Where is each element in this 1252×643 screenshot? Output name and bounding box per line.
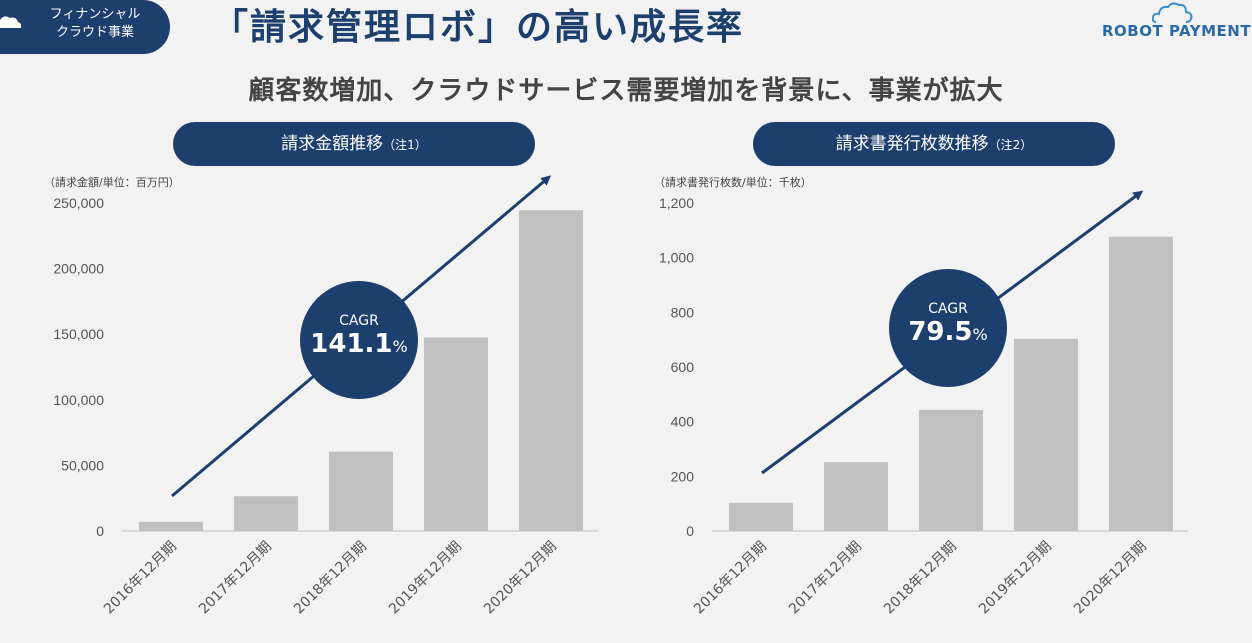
chart1-bar	[329, 451, 393, 531]
chart1-title-pill: 請求金額推移（注1）	[173, 122, 535, 166]
business-segment-tag: フィナンシャル クラウド事業	[0, 0, 170, 54]
chart1-cagr-bubble: CAGR 141.1%	[300, 281, 418, 399]
chart1-note: （注1）	[383, 138, 427, 152]
chart2-category-label: 2019年12月期	[976, 539, 1055, 618]
chart2-y-tick-label: 0	[686, 523, 694, 539]
cloud-icon	[0, 16, 22, 28]
page-subtitle: 顧客数増加、クラウドサービス需要増加を背景に、事業が拡大	[248, 76, 1004, 106]
chart2-bar	[919, 409, 983, 531]
chart2-y-tick-label: 1,200	[659, 195, 694, 211]
chart1-bar	[139, 521, 203, 531]
logo-text: ROBOT PAYMENT	[1102, 22, 1252, 40]
chart1-unit-label: （請求金額/単位：百万円）	[44, 176, 180, 189]
chart2-category-label: 2016年12月期	[691, 539, 770, 618]
chart2-cagr-bubble: CAGR 79.5%	[889, 269, 1007, 387]
chart2-unit-label: （請求書発行枚数/単位：千枚）	[654, 176, 812, 189]
chart1-category-label: 2016年12月期	[101, 539, 180, 618]
chart2-bar	[1014, 338, 1078, 531]
chart2-cagr-label: CAGR	[928, 301, 968, 317]
chart1-bar	[424, 337, 488, 531]
chart1-y-tick-label: 50,000	[61, 457, 104, 473]
chart2-category-label: 2020年12月期	[1071, 539, 1150, 618]
chart1-bar	[519, 210, 583, 531]
chart1-title: 請求金額推移	[281, 134, 384, 154]
chart2-category-label: 2017年12月期	[786, 539, 865, 618]
chart2-title: 請求書発行枚数推移	[835, 134, 989, 154]
chart2-plot: 0 200 400 600 800 1,000 1,200 2016年12月期 2017年12月…	[659, 195, 1188, 617]
chart2-y-tick-label: 800	[671, 304, 695, 320]
chart1-y-tick-label: 250,000	[53, 195, 104, 211]
tag-line-1: フィナンシャル	[49, 7, 141, 22]
chart1-cagr-label: CAGR	[339, 313, 379, 329]
chart1-cagr-value: 141.1	[310, 329, 393, 359]
chart1-category-label: 2018年12月期	[291, 539, 370, 618]
chart2-category-label: 2018年12月期	[881, 539, 960, 618]
chart2-y-tick-label: 600	[671, 359, 695, 375]
chart2-y-tick-label: 200	[671, 468, 695, 484]
chart1-y-tick-label: 0	[96, 523, 104, 539]
chart1-category-label: 2020年12月期	[481, 539, 560, 618]
chart2-bar	[824, 462, 888, 531]
tag-line-2: クラウド事業	[55, 25, 134, 40]
logo-cloud-icon	[1152, 2, 1193, 23]
chart2-cagr-value: 79.5	[908, 317, 973, 347]
page-title: 「請求管理ロボ」の高い成長率	[212, 7, 745, 48]
chart1-bar	[234, 496, 298, 531]
chart1-y-tick-label: 100,000	[53, 392, 104, 408]
chart1-y-tick-label: 200,000	[53, 261, 104, 277]
chart1-category-label: 2017年12月期	[196, 539, 275, 618]
chart1-plot: 0 50,000 100,000 150,000 200,000 250,000 2016年…	[53, 195, 598, 617]
chart2-y-tick-label: 1,000	[659, 250, 694, 266]
chart2-cagr-unit: %	[972, 325, 988, 344]
chart1-y-tick-label: 150,000	[53, 326, 104, 342]
chart2-note: （注2）	[988, 138, 1033, 152]
chart2-y-tick-label: 400	[671, 414, 695, 430]
chart1-cagr-unit: %	[392, 337, 408, 356]
chart2-bar	[1109, 236, 1173, 531]
chart2-bar	[729, 502, 793, 531]
robot-payment-logo: ROBOT PAYMENT	[1102, 2, 1251, 42]
chart1-category-label: 2019年12月期	[386, 539, 465, 618]
chart2-title-pill: 請求書発行枚数推移（注2）	[753, 122, 1115, 166]
